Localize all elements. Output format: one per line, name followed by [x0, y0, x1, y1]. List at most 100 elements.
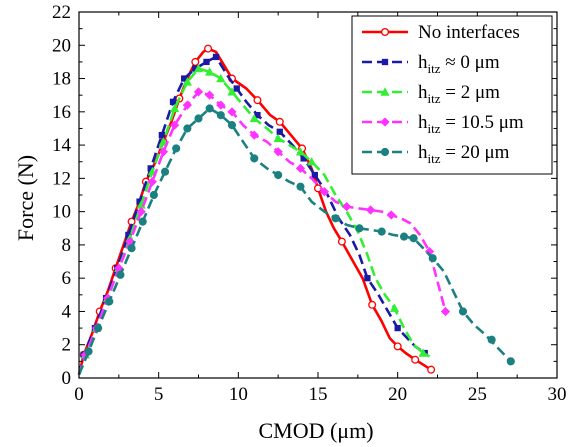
series-4-point: [205, 90, 215, 100]
series-5-point: [428, 254, 437, 263]
series-4-point: [169, 120, 180, 130]
axes-layer: 0 5 10 15 20 25 30 0 2 4 6 8 10 12 14 16 18 20 22: [52, 2, 567, 405]
series-1-point: [275, 117, 284, 126]
series-1-point: [368, 300, 377, 309]
legend-marker-4: [380, 117, 390, 127]
series-4-point: [182, 100, 192, 110]
legend: No interfaces hitz ≈ 0 μm hitz = 2 μm hitz …: [351, 15, 553, 175]
series-5-point: [105, 297, 114, 306]
series-5-point: [216, 111, 225, 120]
series-5-point: [84, 347, 93, 356]
series-3-point: [169, 103, 180, 113]
series-2-point: [125, 231, 132, 239]
series-5-point: [116, 270, 125, 279]
y-tick-label: 8: [62, 235, 72, 256]
series-2-point: [147, 165, 154, 172]
series-5-point: [172, 144, 181, 153]
series-5: [77, 104, 515, 376]
series-line-3: [77, 67, 431, 376]
series-5-point: [127, 244, 136, 253]
series-1-point: [253, 96, 262, 105]
series-2-point: [276, 128, 283, 135]
series-3-point: [193, 63, 204, 73]
series-2-point: [181, 75, 188, 82]
series-5-point: [355, 224, 364, 233]
series-2-point: [254, 111, 261, 119]
legend-marker-3: [380, 87, 390, 96]
y-axis-title: Force (N): [13, 155, 38, 241]
series-5-point: [160, 167, 170, 176]
series-4-point: [147, 177, 157, 187]
series-line-5: [77, 107, 512, 376]
series-4-point: [193, 87, 204, 97]
y-tick-label: 0: [62, 368, 72, 389]
legend-label-4: hitz = 10.5 μm: [418, 112, 524, 136]
legend-item-2: hitz ≈ 0 μm: [362, 52, 500, 76]
series-2-point: [212, 53, 220, 61]
x-tick-label: 30: [548, 384, 567, 405]
series-2-point: [300, 155, 307, 162]
legend-label-1: No interfaces: [418, 22, 520, 43]
series-5-point: [399, 232, 409, 241]
series-5-point: [487, 335, 496, 344]
series-4-point: [136, 207, 146, 217]
series-4-point: [158, 147, 169, 157]
y-tick-label: 20: [52, 35, 71, 56]
series-5-point: [227, 121, 237, 130]
series-2-point: [233, 85, 240, 92]
series-3-point: [389, 303, 400, 312]
series-2-point: [158, 131, 166, 139]
series-4-point: [227, 107, 237, 117]
series-3-point: [418, 348, 428, 357]
series-5-point: [138, 217, 147, 226]
series-2-point: [192, 65, 199, 72]
x-tick-label: 25: [468, 384, 487, 405]
series-5-point: [149, 190, 158, 200]
series-5-point: [194, 114, 203, 123]
series-2-point: [203, 58, 210, 66]
series-4-point: [342, 202, 352, 212]
series-5-point: [94, 324, 103, 333]
series-line-2: [77, 55, 426, 376]
series-3-point: [216, 73, 226, 83]
x-tick-label: 15: [309, 384, 328, 405]
series-4-point: [365, 205, 376, 215]
series-3-point: [227, 87, 237, 96]
legend-item-1: No interfaces: [362, 22, 520, 43]
series-3-point: [249, 113, 259, 123]
legend-marker-5: [380, 147, 390, 157]
series-3-point: [295, 147, 306, 156]
x-axis-title: CMOD (μm): [258, 418, 373, 443]
series-2-point: [169, 98, 177, 105]
legend-marker-2: [381, 58, 389, 66]
y-tick-label: 2: [62, 335, 72, 356]
series-4-point: [440, 306, 451, 317]
series-3-point: [307, 157, 317, 166]
series-4-point: [319, 187, 329, 197]
series-5-point: [409, 234, 418, 243]
series-5-point: [331, 214, 340, 223]
series-4-point: [216, 100, 226, 110]
series-2-point: [136, 198, 143, 205]
y-tick-label: 6: [62, 268, 72, 289]
series-5-point: [296, 182, 305, 191]
series-4-point: [295, 163, 306, 174]
legend-item-4: hitz = 10.5 μm: [362, 112, 524, 136]
series-1-point: [427, 365, 436, 374]
series-5-point: [183, 124, 192, 133]
series-4-point: [273, 147, 283, 157]
y-tick-label: 14: [52, 135, 72, 156]
series-4-point: [125, 236, 135, 247]
series-1-point: [411, 355, 420, 364]
series-2-point: [364, 275, 371, 282]
legend-label-2: hitz ≈ 0 μm: [418, 52, 500, 76]
y-tick-label: 10: [52, 202, 71, 223]
series-5-point: [458, 307, 468, 316]
series-4-point: [386, 210, 396, 220]
series-1-point: [393, 342, 402, 351]
series-3-point: [182, 77, 192, 86]
series-3-point: [205, 67, 215, 76]
series-5-point: [205, 104, 214, 113]
series-2-point: [311, 171, 318, 179]
